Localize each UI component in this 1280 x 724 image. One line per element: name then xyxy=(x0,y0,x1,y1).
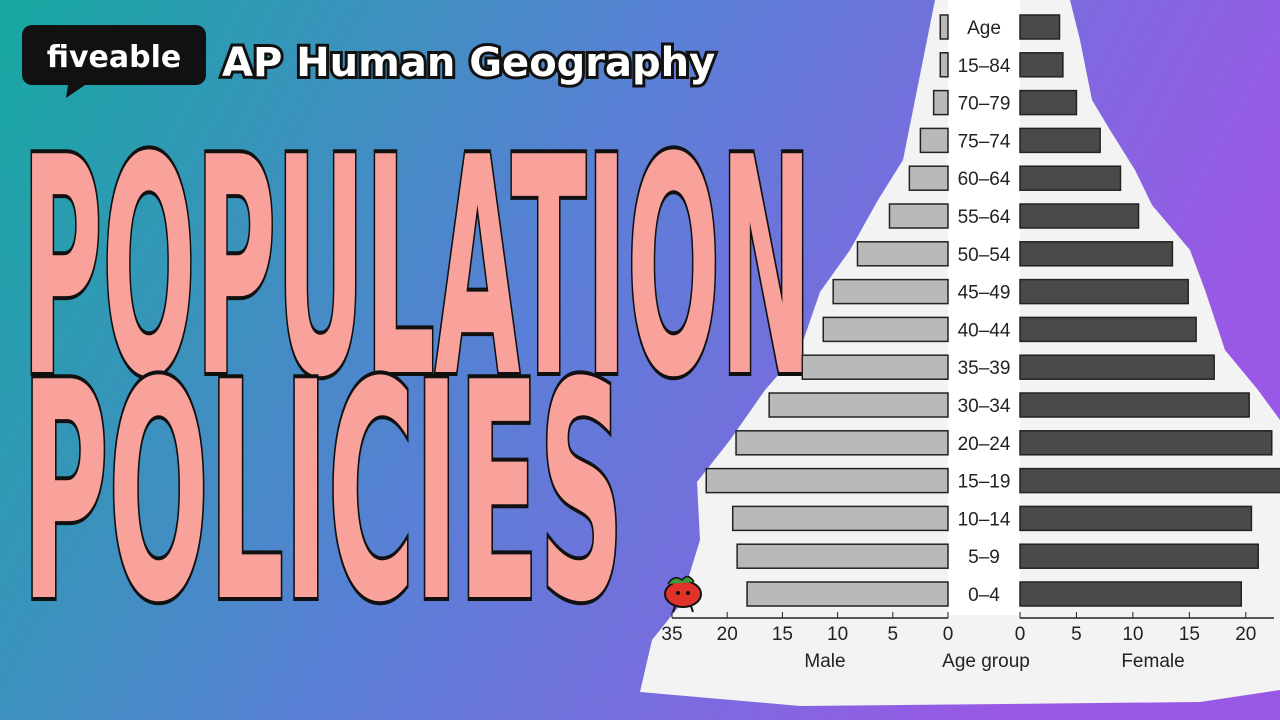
x-tick-label: 5 xyxy=(1071,624,1082,645)
x-axis-label: Age group xyxy=(942,651,1030,672)
age-label: 50–54 xyxy=(958,245,1011,266)
bar xyxy=(1019,165,1122,191)
bar xyxy=(939,14,949,40)
x-tick-label: 15 xyxy=(1179,624,1200,645)
bar xyxy=(735,430,949,456)
bar xyxy=(1019,354,1215,380)
x-tick-label: 20 xyxy=(717,624,738,645)
bar xyxy=(1019,278,1189,305)
age-label: 75–74 xyxy=(958,131,1011,152)
age-label: 55–64 xyxy=(958,207,1011,228)
course-title: AP Human Geography xyxy=(222,40,715,86)
bar xyxy=(746,581,949,607)
bar xyxy=(1019,467,1280,494)
x-tick-label: 20 xyxy=(1235,624,1256,645)
x-tick-label: 10 xyxy=(827,624,848,645)
age-label: 15–84 xyxy=(958,56,1011,77)
logo-badge xyxy=(22,25,206,98)
age-label: 15–19 xyxy=(958,472,1011,493)
bar xyxy=(1019,543,1259,569)
bar xyxy=(801,354,949,380)
bar xyxy=(768,392,949,418)
x-tick-label: 10 xyxy=(1122,624,1143,645)
age-label: 70–79 xyxy=(958,94,1011,115)
bar xyxy=(1019,316,1197,343)
bar xyxy=(939,52,949,78)
bar xyxy=(856,241,949,267)
age-column xyxy=(948,0,1020,615)
mascot xyxy=(664,575,702,613)
age-label: 10–14 xyxy=(958,509,1011,530)
bar xyxy=(1019,430,1273,456)
bar xyxy=(731,505,949,532)
bar xyxy=(1019,127,1101,154)
bar xyxy=(908,165,949,191)
age-label: 20–24 xyxy=(958,434,1011,455)
bar xyxy=(1019,203,1140,229)
headline: POLICIES xyxy=(22,319,624,668)
x-tick-label: 0 xyxy=(943,624,954,645)
bar xyxy=(1019,89,1078,116)
age-label: 45–49 xyxy=(958,283,1011,304)
age-label: 0–4 xyxy=(968,585,1000,606)
bar xyxy=(705,467,949,494)
logo: fiveable xyxy=(47,40,182,75)
bar xyxy=(832,278,949,305)
age-label: 5–9 xyxy=(968,547,1000,568)
x-tick-label: 5 xyxy=(888,624,899,645)
bar xyxy=(822,316,949,343)
legend-label: Male xyxy=(804,651,845,672)
bar xyxy=(1019,14,1061,40)
age-label: 35–39 xyxy=(958,358,1011,379)
bar xyxy=(1019,505,1253,532)
population-pyramid: 0–4 5–9 10–14 15–19 20–24 30–34 35–39 40–44 45–4… xyxy=(661,14,1280,672)
age-label: 40–44 xyxy=(958,320,1011,341)
age-label: 60–64 xyxy=(958,169,1011,190)
x-tick-label: 35 xyxy=(661,624,682,645)
bar xyxy=(1019,241,1174,267)
age-label: 30–34 xyxy=(958,396,1011,417)
bar xyxy=(1019,392,1250,418)
legend-label: Female xyxy=(1121,651,1184,672)
bar xyxy=(736,543,949,569)
x-tick-label: 0 xyxy=(1015,624,1026,645)
bar xyxy=(932,89,949,116)
bar xyxy=(1019,581,1243,607)
x-tick-label: 15 xyxy=(772,624,793,645)
bar xyxy=(888,203,949,229)
headline: POPULATION xyxy=(22,94,812,443)
bar xyxy=(919,127,949,154)
bar xyxy=(1019,52,1064,78)
age-label: Age xyxy=(967,18,1001,39)
